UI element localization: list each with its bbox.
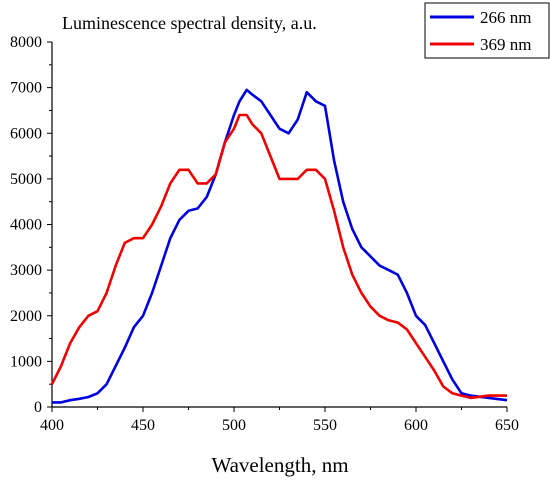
legend-box <box>424 2 550 59</box>
y-tick-label: 8000 <box>10 34 42 51</box>
series-line-266nm <box>52 88 508 404</box>
y-tick-label: 4000 <box>10 217 42 234</box>
x-tick-label: 650 <box>495 417 519 434</box>
x-tick-label: 500 <box>222 417 246 434</box>
legend-label-266nm: 266 nm <box>480 8 531 27</box>
y-tick-label: 1000 <box>10 353 42 370</box>
axes: 400 450 500 550 600 650 0 1000 2000 3000 4000 5000 6… <box>10 34 519 434</box>
y-tick-label: 6000 <box>10 125 42 142</box>
series-line-369nm <box>50 113 507 400</box>
y-tick-label: 2000 <box>10 308 42 325</box>
series-lines <box>50 88 508 404</box>
x-tick-label: 600 <box>404 417 428 434</box>
legend-label-369nm: 369 nm <box>480 35 531 54</box>
chart-title: Luminescence spectral density, a.u. <box>62 13 317 33</box>
x-tick-label: 450 <box>131 417 155 434</box>
x-tick-label: 400 <box>40 417 64 434</box>
y-tick-label: 0 <box>34 399 42 416</box>
y-tick-label: 7000 <box>10 80 42 97</box>
y-tick-label: 3000 <box>10 262 42 279</box>
legend: 266 nm 369 nm <box>424 2 550 59</box>
x-tick-label: 550 <box>313 417 337 434</box>
x-axis-title: Wavelength, nm <box>211 453 348 477</box>
y-tick-label: 5000 <box>10 171 42 188</box>
